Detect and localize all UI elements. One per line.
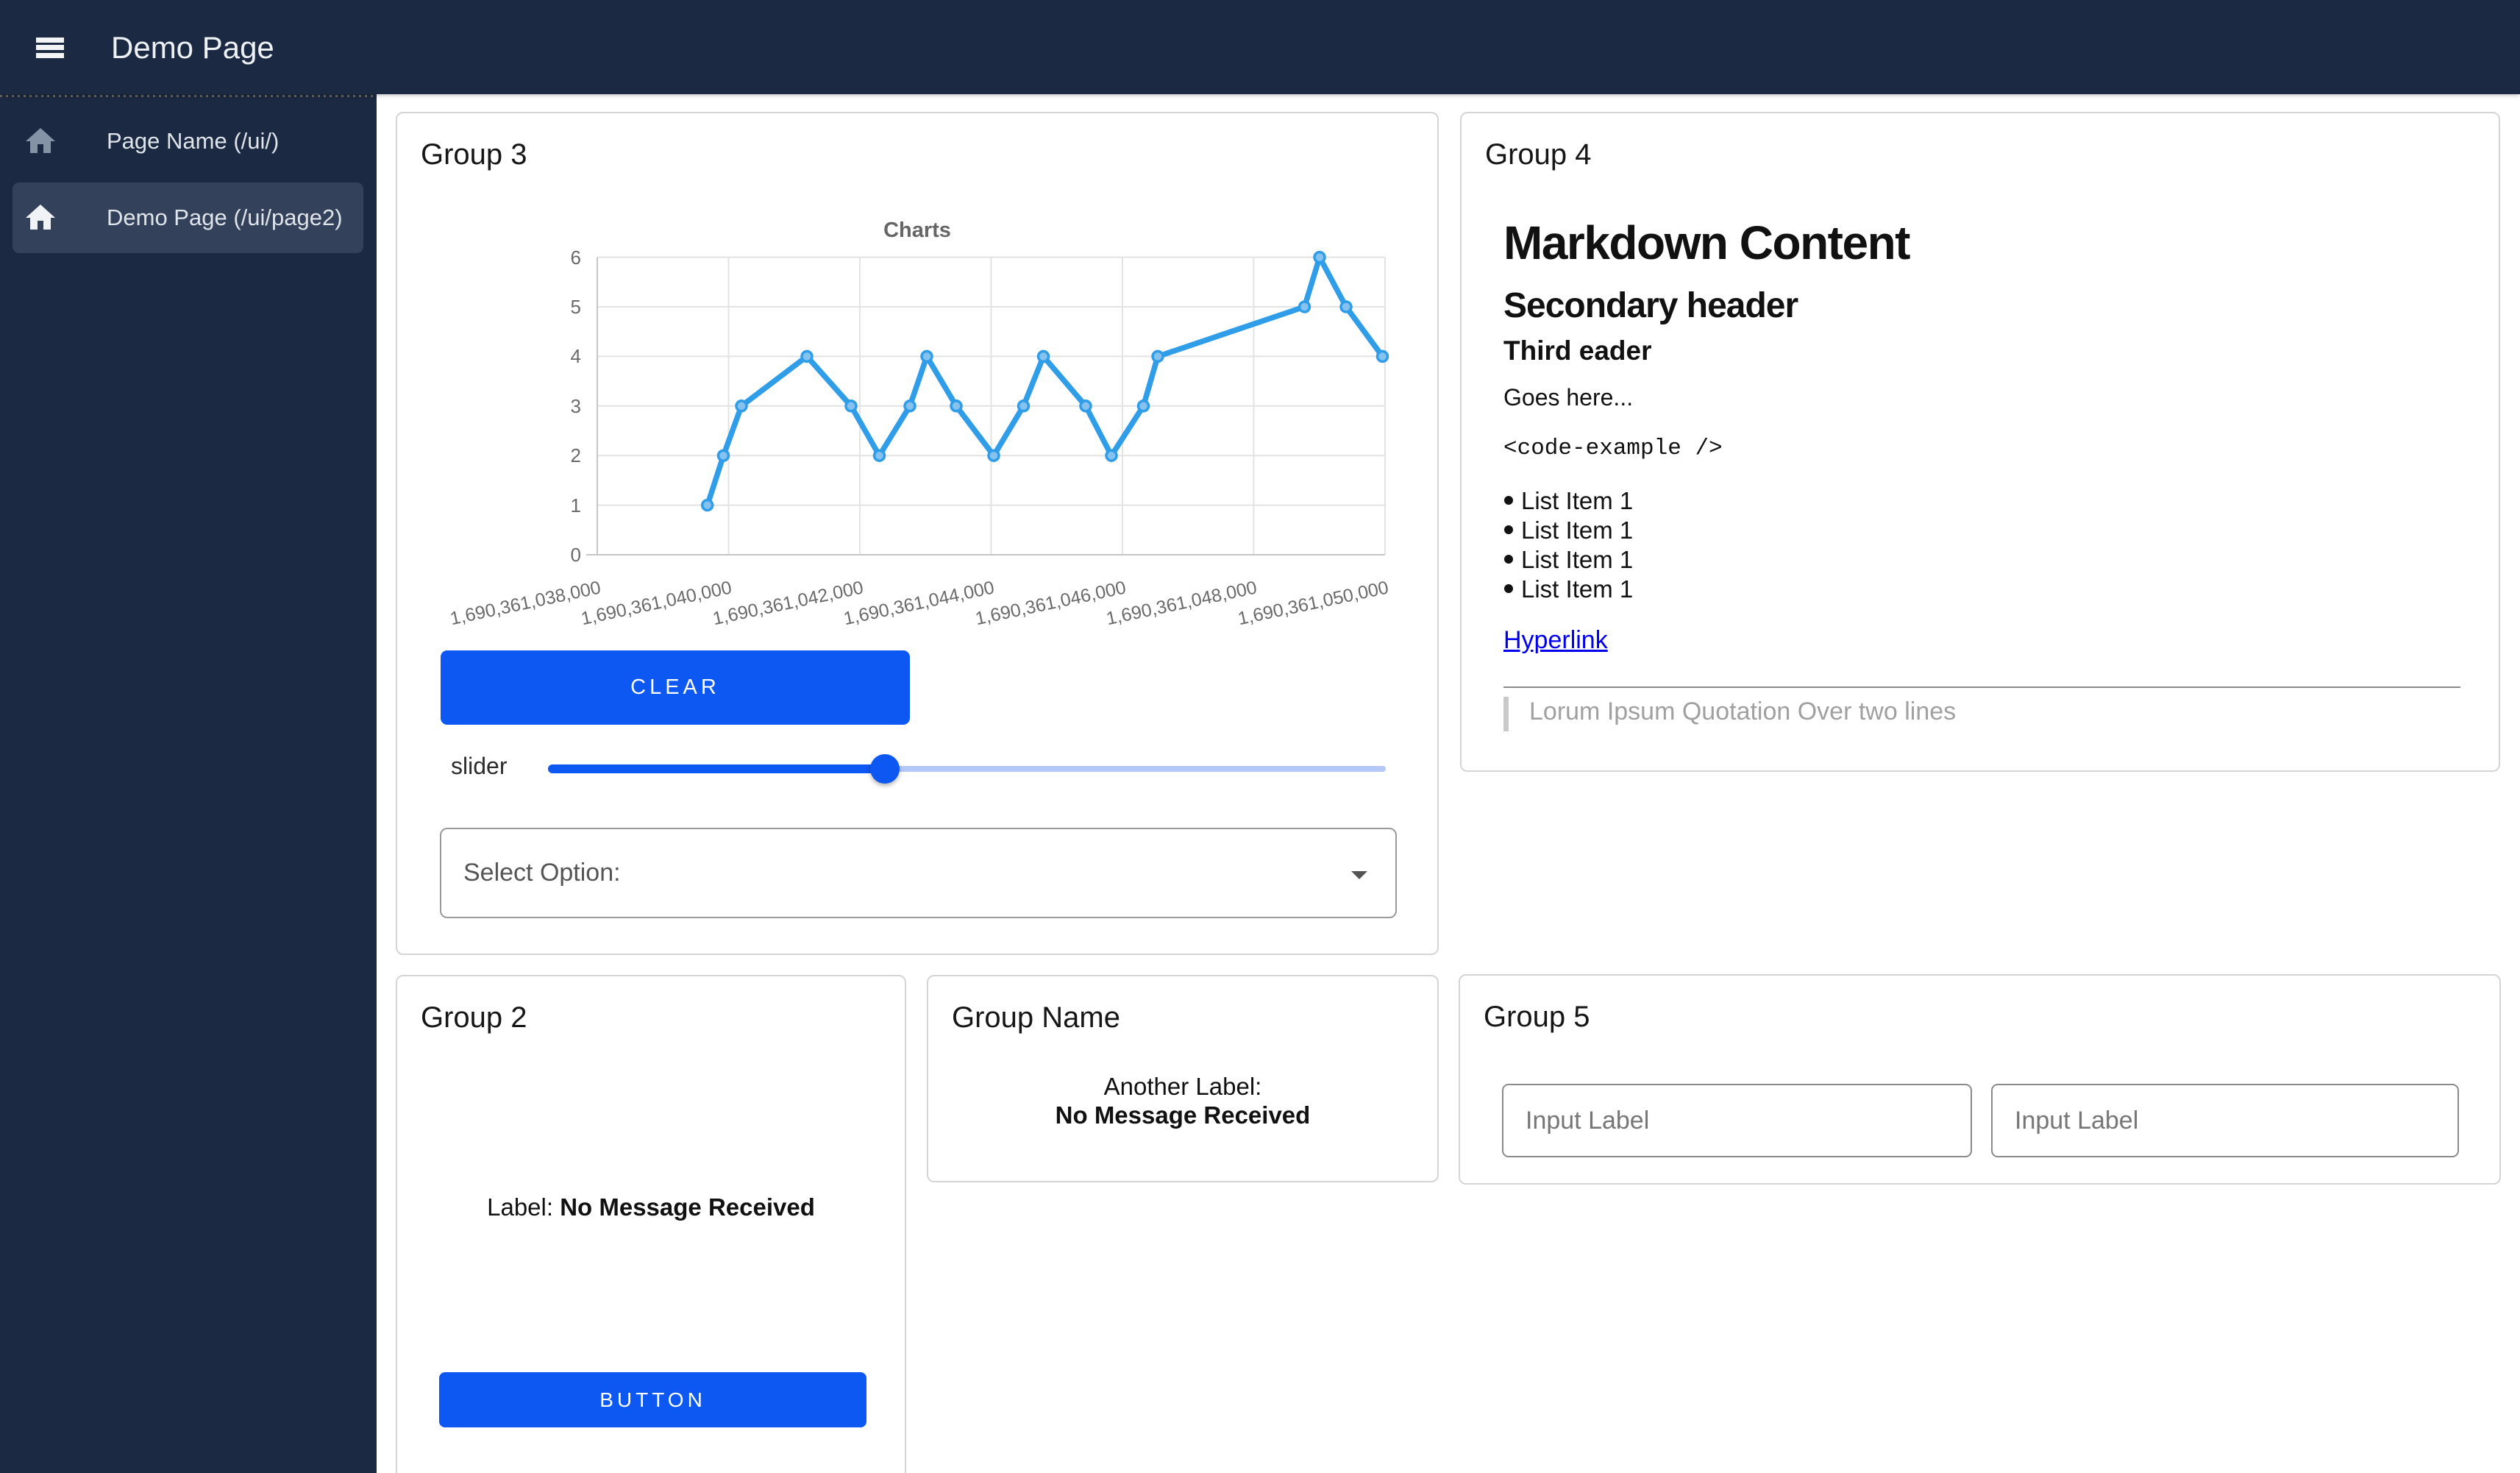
svg-text:6: 6 [571, 246, 581, 269]
svg-text:5: 5 [571, 296, 581, 318]
svg-text:4: 4 [571, 345, 581, 367]
svg-text:Charts: Charts [883, 219, 951, 242]
svg-text:1: 1 [571, 494, 581, 517]
svg-text:3: 3 [571, 395, 581, 417]
svg-text:1,690,361,038,000: 1,690,361,038,000 [448, 577, 602, 629]
svg-text:1,690,361,040,000: 1,690,361,040,000 [579, 577, 733, 629]
svg-text:1,690,361,042,000: 1,690,361,042,000 [711, 577, 865, 629]
svg-text:1,690,361,048,000: 1,690,361,048,000 [1104, 577, 1259, 629]
svg-text:1,690,361,044,000: 1,690,361,044,000 [841, 577, 996, 629]
svg-text:1,690,361,050,000: 1,690,361,050,000 [1236, 577, 1390, 629]
svg-text:1,690,361,046,000: 1,690,361,046,000 [973, 577, 1128, 629]
svg-text:0: 0 [571, 544, 581, 566]
svg-text:2: 2 [571, 444, 581, 466]
